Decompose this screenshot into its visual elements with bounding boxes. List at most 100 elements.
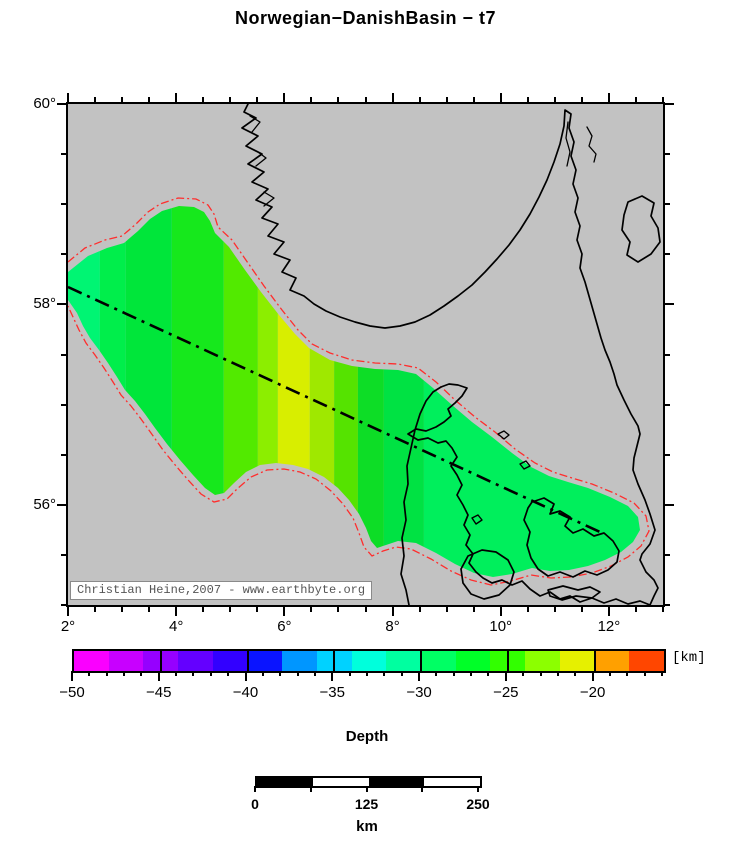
coastline-jutland-germany: [400, 383, 651, 605]
colorbar-cell: [178, 651, 213, 671]
x-axis-tick: [121, 607, 124, 612]
x-axis-tick: [256, 97, 259, 102]
colorbar-cell: [282, 651, 317, 671]
colorbar-tick: [470, 671, 473, 676]
colorbar-cell: [247, 651, 283, 671]
colorbar-cell: [594, 651, 630, 671]
y-axis-tick: [665, 453, 670, 456]
map-canvas: [68, 104, 661, 605]
x-axis-tick: [580, 97, 583, 102]
colorbar-tick-label: −25: [493, 684, 519, 701]
x-axis-tick: [499, 93, 502, 102]
colorbar-tick: [244, 671, 247, 681]
x-axis-tick: [256, 607, 259, 612]
x-axis-tick: [310, 97, 313, 102]
colorbar-tick: [539, 671, 542, 676]
basin-outline: [68, 197, 650, 586]
colorbar-tick: [88, 671, 91, 676]
colorbar-tick: [591, 671, 594, 681]
x-axis-tick: [553, 97, 556, 102]
small-islands: [471, 430, 531, 525]
scalebar-unit-label: km: [356, 818, 378, 835]
colorbar-tick: [279, 671, 282, 676]
island-zealand: [523, 497, 620, 578]
scalebar-tick-label: 0: [251, 796, 259, 812]
y-axis-tick: [57, 503, 66, 506]
y-axis-tick: [665, 203, 670, 206]
x-axis-tick: [121, 97, 124, 102]
x-axis-tick: [67, 93, 69, 102]
x-axis-tick: [202, 607, 205, 612]
colorbar-tick: [556, 671, 559, 676]
figure-title: Norwegian−DanishBasin − t7: [234, 8, 497, 28]
y-axis-tick: [61, 403, 66, 406]
colorbar-major-line: [333, 651, 336, 671]
x-axis-tick: [662, 97, 664, 102]
colorbar-tick: [418, 671, 421, 681]
x-axis-tick: [634, 607, 637, 612]
basin-band: [309, 206, 335, 577]
y-axis-tick: [665, 503, 674, 506]
y-axis-tick: [665, 403, 670, 406]
scalebar-tick: [365, 786, 368, 792]
x-axis-tick: [553, 607, 556, 612]
colorbar-unit-label: [km]: [672, 650, 706, 666]
y-axis-tick: [665, 253, 670, 256]
y-axis-tick: [57, 103, 66, 105]
colorbar-tick: [105, 671, 108, 676]
scalebar-segment: [312, 778, 369, 786]
colorbar-tick: [522, 671, 525, 676]
x-axis-tick: [148, 607, 151, 612]
colorbar-cell: [629, 651, 664, 671]
scalebar-tick: [309, 786, 312, 792]
colorbar-cell: [108, 651, 144, 671]
colorbar-tick: [383, 671, 386, 676]
x-axis-tick: [175, 607, 178, 616]
x-axis-tick: [607, 607, 610, 616]
coastline-norway-sweden: [241, 104, 659, 605]
x-axis-tick: [229, 607, 232, 612]
y-axis-tick: [57, 303, 66, 306]
colorbar-cell: [351, 651, 387, 671]
y-axis-tick: [61, 353, 66, 356]
colorbar-major-line: [420, 651, 423, 671]
colorbar-tick: [71, 671, 73, 681]
basin-band: [257, 206, 278, 577]
y-axis-label: 58°: [33, 295, 56, 313]
colorbar-tick: [140, 671, 143, 676]
scalebar-tick: [421, 786, 424, 792]
colorbar-cell: [386, 651, 422, 671]
basin-axis-line: [68, 285, 601, 534]
x-axis-tick: [472, 97, 475, 102]
colorbar-tick: [209, 671, 212, 676]
y-axis-tick: [665, 103, 674, 105]
lake-vanern: [621, 195, 661, 263]
colorbar-tick-label: −20: [579, 684, 606, 701]
scalebar-segment: [257, 778, 313, 786]
x-axis-label: 12°: [597, 618, 621, 635]
x-axis-tick: [148, 97, 151, 102]
island-funen: [460, 549, 515, 600]
colorbar-cell: [212, 651, 248, 671]
colorbar-tick: [574, 671, 577, 676]
scalebar-segment: [368, 778, 425, 786]
colorbar-major-line: [593, 651, 596, 671]
x-axis-tick: [445, 607, 448, 612]
x-axis-tick: [526, 97, 529, 102]
x-axis-tick: [202, 97, 205, 102]
x-axis-tick: [499, 607, 502, 616]
x-axis-tick: [662, 607, 664, 612]
y-axis-tick: [61, 604, 66, 606]
colorbar-tick: [366, 671, 368, 676]
colorbar-title: Depth: [345, 728, 389, 745]
x-axis-tick: [391, 607, 394, 616]
x-axis-tick: [391, 93, 394, 102]
attribution-stamp: Christian Heine,2007 - www.earthbyte.org: [70, 581, 373, 600]
x-axis-tick: [67, 607, 69, 616]
colorbar-major-line: [159, 651, 162, 671]
x-axis-tick: [283, 607, 286, 616]
colorbar-cell: [559, 651, 595, 671]
x-axis-tick: [310, 607, 313, 612]
scalebar-tick-label: 250: [466, 796, 490, 812]
